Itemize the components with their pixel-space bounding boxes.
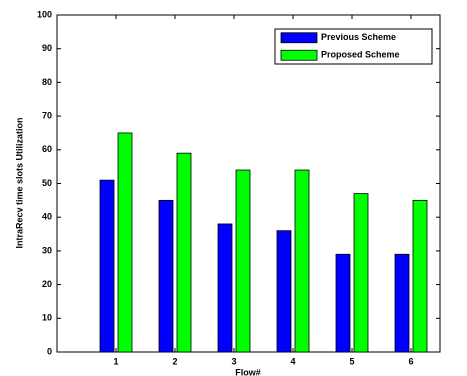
x-tick-label: 5 bbox=[349, 356, 354, 366]
legend-swatch bbox=[280, 49, 318, 61]
bar bbox=[335, 253, 351, 353]
x-tick-label: 4 bbox=[290, 356, 295, 366]
y-tick-label: 30 bbox=[42, 245, 52, 255]
legend-label: Previous Scheme bbox=[321, 32, 396, 42]
legend-label: Proposed Scheme bbox=[321, 50, 400, 60]
bar bbox=[217, 223, 233, 353]
bar bbox=[158, 199, 174, 353]
y-tick-label: 10 bbox=[42, 313, 52, 323]
x-tick-label: 1 bbox=[113, 356, 118, 366]
bar bbox=[176, 152, 192, 353]
y-tick-label: 90 bbox=[42, 43, 52, 53]
y-tick-label: 20 bbox=[42, 279, 52, 289]
bar bbox=[353, 193, 369, 353]
bar bbox=[235, 169, 251, 353]
legend-swatch bbox=[280, 32, 318, 44]
y-tick-label: 0 bbox=[47, 346, 52, 356]
y-tick-label: 60 bbox=[42, 144, 52, 154]
y-tick-label: 80 bbox=[42, 77, 52, 87]
y-tick-label: 70 bbox=[42, 110, 52, 120]
x-tick-label: 3 bbox=[231, 356, 236, 366]
bar bbox=[99, 179, 115, 353]
y-tick-label: 50 bbox=[42, 178, 52, 188]
y-tick-label: 100 bbox=[37, 9, 52, 19]
bar bbox=[276, 230, 292, 353]
x-tick-label: 6 bbox=[408, 356, 413, 366]
x-axis-label: Flow# bbox=[235, 367, 261, 376]
x-tick-label: 2 bbox=[172, 356, 177, 366]
bar bbox=[117, 132, 133, 353]
bar bbox=[294, 169, 310, 353]
y-axis-label: IntraRecv time slots Utilization bbox=[14, 117, 24, 248]
bar bbox=[412, 199, 428, 353]
y-tick-label: 40 bbox=[42, 212, 52, 222]
bar bbox=[394, 253, 410, 353]
